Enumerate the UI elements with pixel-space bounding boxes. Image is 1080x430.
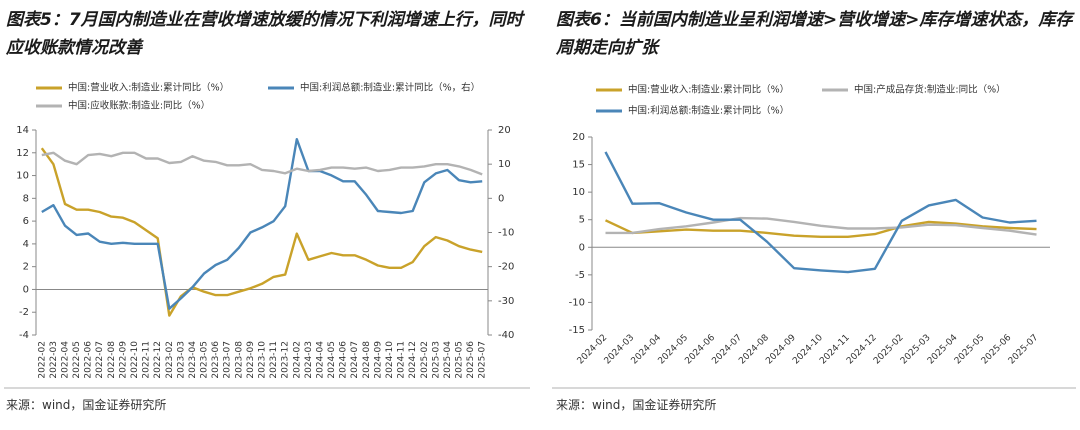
y2-tick-label: -40 — [498, 330, 514, 341]
y2-tick-label: 10 — [498, 159, 511, 170]
y-tick-label: -4 — [19, 330, 29, 341]
x-tick-label: 2022-10 — [130, 341, 140, 379]
y-tick-label: 10 — [572, 187, 585, 198]
series-line — [604, 151, 1037, 274]
y-tick-label: 6 — [23, 216, 29, 227]
y-tick-label: -10 — [569, 297, 585, 308]
x-tick-label: 2023-04 — [188, 341, 198, 379]
y-tick-label: 0 — [579, 242, 585, 253]
x-tick-label: 2022-08 — [107, 341, 117, 379]
y-tick-label: 8 — [23, 193, 29, 204]
x-tick-label: 2023-08 — [234, 341, 244, 379]
x-tick-label: 2024-07 — [350, 341, 360, 379]
y2-tick-label: 0 — [498, 193, 504, 204]
x-tick-label: 2022-09 — [118, 341, 128, 379]
x-tick-label: 2025-06 — [466, 341, 476, 379]
series-line — [41, 138, 483, 310]
x-tick-label: 2022-05 — [72, 341, 82, 379]
x-tick-label: 2024-08 — [362, 341, 372, 379]
x-tick-label: 2025-03 — [431, 341, 441, 379]
y2-tick-label: 20 — [498, 125, 511, 136]
x-tick-label: 2024-04 — [315, 341, 325, 379]
y-tick-label: 4 — [23, 239, 29, 250]
y-tick-label: -5 — [575, 270, 585, 281]
y-tick-label: 0 — [23, 284, 29, 295]
x-tick-label: 2025-02 — [420, 341, 430, 379]
x-tick-label: 2024-02 — [292, 341, 302, 379]
x-tick-label: 2025-07 — [478, 341, 488, 379]
y-tick-label: -2 — [19, 307, 29, 318]
legend-label: 中国:利润总额:制造业:累计同比（%） — [628, 105, 789, 117]
x-tick-label: 2022-07 — [95, 341, 105, 379]
series-line — [605, 216, 1037, 236]
x-tick-label: 2023-12 — [281, 341, 291, 379]
legend-label: 中国:应收账款:制造业:同比（%） — [68, 100, 210, 112]
chart-title: 图表6：当前国内制造业呈利润增速>营收增速>库存增速状态，库存周期走向扩张 — [556, 10, 1073, 58]
x-tick-label: 2022-04 — [60, 341, 70, 379]
x-tick-label: 2023-11 — [269, 341, 279, 379]
x-tick-label: 2024-10 — [385, 341, 395, 379]
y2-tick-label: -10 — [498, 228, 514, 239]
x-tick-label: 2024-03 — [304, 341, 314, 379]
x-tick-label: 2022-12 — [153, 341, 163, 379]
source: 来源：wind，国金证券研究所 — [6, 398, 167, 412]
legend-label: 中国:利润总额:制造业:累计同比（%，右） — [300, 82, 480, 94]
x-tick-label: 2025-07 — [1007, 333, 1041, 367]
x-tick-label: 2023-06 — [211, 341, 221, 379]
series-line — [41, 151, 483, 176]
legend-label: 中国:营业收入:制造业:累计同比（%） — [68, 82, 229, 94]
x-tick-label: 2023-02 — [165, 341, 175, 379]
y-tick-label: 14 — [16, 125, 29, 136]
y-tick-label: 20 — [572, 132, 585, 143]
x-tick-label: 2024-12 — [408, 341, 418, 379]
y-tick-label: 5 — [579, 215, 585, 226]
y2-tick-label: -30 — [498, 296, 514, 307]
legend-label: 中国:产成品存货:制造业:同比（%） — [854, 84, 1006, 96]
y-tick-label: 15 — [572, 160, 585, 171]
x-tick-label: 2024-09 — [373, 341, 383, 379]
x-tick-label: 2022-02 — [37, 341, 47, 379]
x-tick-label: 2022-06 — [84, 341, 94, 379]
y-tick-label: 12 — [16, 148, 29, 159]
x-tick-label: 2024-11 — [397, 341, 407, 379]
x-tick-label: 2024-05 — [327, 341, 337, 379]
legend-label: 中国:营业收入:制造业:累计同比（%） — [628, 84, 789, 96]
y-tick-label: 2 — [23, 262, 29, 273]
x-tick-label: 2023-03 — [176, 341, 186, 379]
source: 来源：wind，国金证券研究所 — [556, 398, 717, 412]
x-tick-label: 2022-11 — [142, 341, 152, 379]
x-tick-label: 2025-04 — [443, 341, 453, 379]
y2-tick-label: -20 — [498, 262, 514, 273]
chart-title: 图表5：7月国内制造业在营收增速放缓的情况下利润增速上行，同时应收账款情况改善 — [6, 10, 523, 58]
x-tick-label: 2023-09 — [246, 341, 256, 379]
x-tick-label: 2023-10 — [258, 341, 268, 379]
y-tick-label: -15 — [569, 325, 585, 336]
x-tick-label: 2025-05 — [455, 341, 465, 379]
y-tick-label: 10 — [16, 171, 29, 182]
series-line — [40, 147, 483, 317]
x-tick-label: 2023-05 — [200, 341, 210, 379]
x-tick-label: 2022-03 — [49, 341, 59, 379]
x-tick-label: 2024-06 — [339, 341, 349, 379]
series-line — [604, 219, 1037, 238]
x-tick-label: 2023-07 — [223, 341, 233, 379]
